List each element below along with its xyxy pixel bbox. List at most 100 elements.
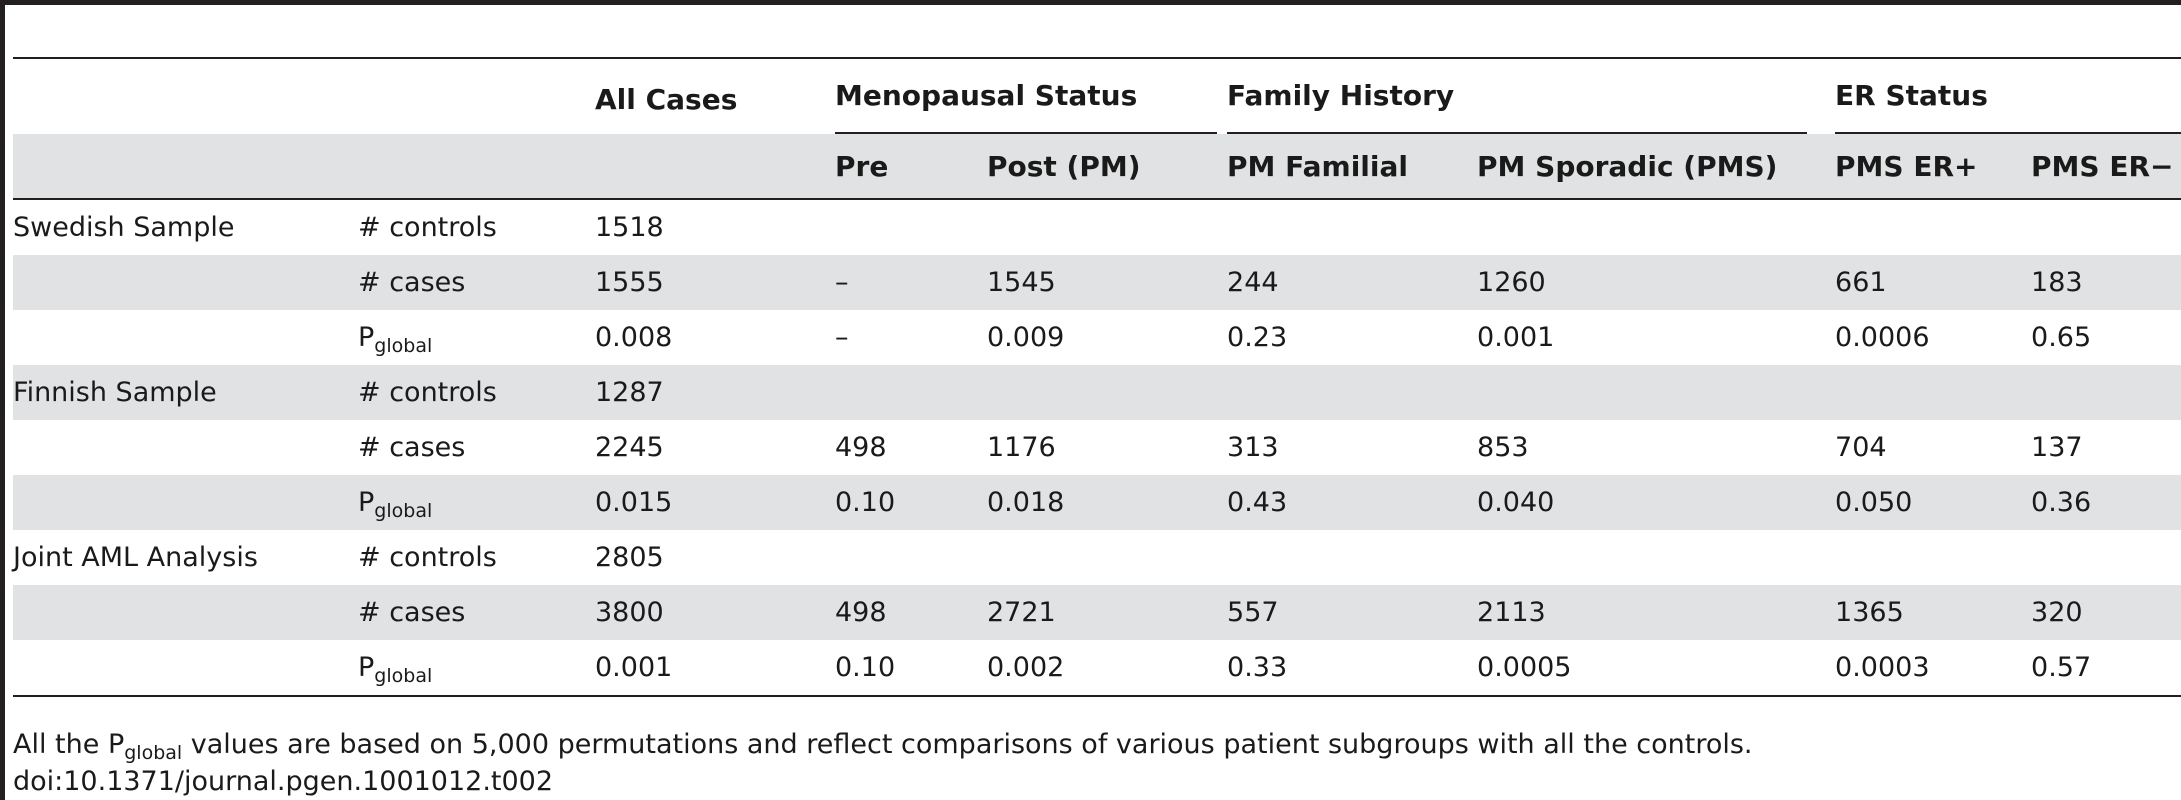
- cell: 853: [1477, 432, 1529, 463]
- table-footnote: All the Pglobal values are based on 5,00…: [13, 726, 1753, 800]
- cell: 2245: [595, 432, 664, 463]
- cell: 183: [2031, 255, 2181, 310]
- cell: 1260: [1477, 255, 1836, 310]
- footnote-post: values are based on 5,000 permutations a…: [182, 729, 1753, 760]
- doi-text: doi:10.1371/journal.pgen.1001012.t002: [13, 766, 554, 797]
- header-menopausal-status: Menopausal Status: [835, 58, 1227, 134]
- cell: 0.65: [2031, 322, 2092, 353]
- header-row-groups: All Cases Menopausal Status Family Histo…: [13, 58, 2181, 134]
- header-er-status: ER Status: [1835, 58, 2181, 134]
- cell: 2805: [595, 542, 664, 573]
- results-table: All Cases Menopausal Status Family Histo…: [13, 57, 2181, 697]
- cell: 0.001: [595, 640, 835, 697]
- header-pm-sporadic: PM Sporadic (PMS): [1477, 134, 1836, 200]
- cell: 498: [835, 432, 887, 463]
- p-subscript: global: [374, 335, 433, 357]
- cell: 1287: [595, 365, 835, 420]
- cell: 2113: [1477, 585, 1836, 640]
- cell: 557: [1227, 585, 1478, 640]
- cell: 0.015: [595, 475, 835, 530]
- sample-name: Joint AML Analysis: [13, 542, 258, 573]
- cell: 0.0003: [1835, 640, 2032, 697]
- cell: 320: [2031, 585, 2181, 640]
- cell: 1545: [987, 255, 1228, 310]
- table-row: # cases 1555 – 1545 244 1260 661 183: [13, 255, 2181, 310]
- table-row: Finnish Sample # controls 1287: [13, 365, 2181, 420]
- p-label: P: [358, 652, 375, 683]
- p-label: P: [358, 322, 375, 353]
- cell: 0.0005: [1477, 640, 1836, 697]
- p-subscript: global: [374, 665, 433, 687]
- cell: 0.10: [835, 475, 987, 530]
- left-border: [0, 0, 5, 800]
- cell: 1518: [595, 212, 664, 243]
- group-underline: [835, 132, 1217, 134]
- cell: 0.018: [987, 475, 1228, 530]
- cell: 0.009: [987, 322, 1065, 353]
- cell: 0.001: [1477, 322, 1555, 353]
- row-label: # controls: [358, 365, 595, 420]
- cell: 0.050: [1835, 475, 2032, 530]
- cell: 0.23: [1227, 322, 1288, 353]
- p-label: P: [358, 487, 375, 518]
- row-label-p: Pglobal: [358, 310, 595, 365]
- header-row-subgroups: Pre Post (PM) PM Familial PM Sporadic (P…: [13, 134, 2181, 200]
- cell: 1365: [1835, 585, 2032, 640]
- cell: 0.57: [2031, 640, 2181, 697]
- header-empty: [358, 134, 595, 200]
- footnote-subscript: global: [124, 742, 183, 764]
- row-label: # controls: [358, 542, 497, 573]
- header-family-history: Family History: [1227, 58, 1835, 134]
- cell: –: [835, 322, 849, 353]
- header-empty: [358, 58, 595, 134]
- cell: 137: [2031, 432, 2083, 463]
- footnote-pre: All the P: [13, 729, 125, 760]
- group-underline: [1227, 132, 1808, 134]
- header-pms-er-neg: PMS ER−: [2031, 134, 2181, 200]
- row-label: # cases: [358, 432, 466, 463]
- cell: 0.0006: [1835, 322, 1930, 353]
- top-border: [0, 0, 2181, 5]
- cell: 0.002: [987, 640, 1228, 697]
- table-row: Swedish Sample # controls 1518: [13, 199, 2181, 255]
- cell: 1176: [987, 432, 1056, 463]
- cell: 0.10: [835, 640, 987, 697]
- header-menopausal-status-label: Menopausal Status: [835, 79, 1138, 112]
- p-subscript: global: [374, 500, 433, 522]
- cell: 2721: [987, 585, 1228, 640]
- table-row: # cases 2245 498 1176 313 853 704 137: [13, 420, 2181, 475]
- table-row: Pglobal 0.008 – 0.009 0.23 0.001 0.0006 …: [13, 310, 2181, 365]
- cell: 313: [1227, 432, 1279, 463]
- cell: 0.008: [595, 322, 673, 353]
- sample-name: Finnish Sample: [13, 365, 358, 420]
- cell: 0.43: [1227, 475, 1478, 530]
- header-pms-er-pos: PMS ER+: [1835, 134, 2032, 200]
- cell: 244: [1227, 255, 1478, 310]
- footnote-text: All the Pglobal values are based on 5,00…: [13, 726, 1753, 763]
- cell: 1555: [595, 255, 835, 310]
- group-underline: [1835, 132, 2181, 134]
- header-empty: [13, 58, 358, 134]
- header-post: Post (PM): [987, 134, 1228, 200]
- cell: 0.36: [2031, 475, 2181, 530]
- header-pm-familial: PM Familial: [1227, 134, 1478, 200]
- row-label-p: Pglobal: [358, 640, 595, 697]
- cell: –: [835, 255, 987, 310]
- row-label-p: Pglobal: [358, 475, 595, 530]
- cell: 704: [1835, 432, 1887, 463]
- header-empty: [13, 134, 358, 200]
- cell: 0.33: [1227, 640, 1478, 697]
- table-row: Pglobal 0.001 0.10 0.002 0.33 0.0005 0.0…: [13, 640, 2181, 697]
- cell: 3800: [595, 585, 835, 640]
- table-row: Pglobal 0.015 0.10 0.018 0.43 0.040 0.05…: [13, 475, 2181, 530]
- cell: 498: [835, 585, 987, 640]
- cell: 0.040: [1477, 475, 1836, 530]
- table-row: # cases 3800 498 2721 557 2113 1365 320: [13, 585, 2181, 640]
- header-all-cases: All Cases: [595, 83, 738, 116]
- row-label: # cases: [358, 585, 595, 640]
- row-label: # cases: [358, 255, 595, 310]
- header-pre: Pre: [835, 134, 987, 200]
- cell: 661: [1835, 255, 2032, 310]
- header-family-history-label: Family History: [1227, 79, 1455, 112]
- row-label: # controls: [358, 212, 497, 243]
